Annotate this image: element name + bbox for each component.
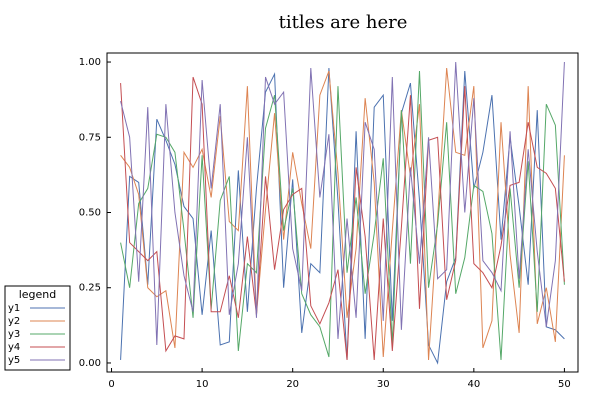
y-tick-label: 0.25 <box>79 283 101 294</box>
series-line <box>120 71 565 360</box>
y-tick-label: 1.00 <box>79 57 101 68</box>
legend-label: y2 <box>8 316 20 327</box>
chart-title: titles are here <box>279 12 408 33</box>
x-tick-label: 10 <box>196 379 209 390</box>
legend-label: y1 <box>8 303 20 314</box>
x-tick-label: 0 <box>108 379 114 390</box>
legend-label: y3 <box>8 329 20 340</box>
y-tick-label: 0.00 <box>79 358 101 369</box>
series-line <box>120 76 565 361</box>
legend-label: y5 <box>8 355 20 366</box>
series-line <box>120 61 565 345</box>
legend-label: y4 <box>8 342 20 353</box>
legend-box <box>4 285 71 371</box>
x-tick-label: 30 <box>377 379 390 390</box>
legend-title: legend <box>19 288 57 301</box>
y-tick-label: 0.75 <box>79 132 101 143</box>
x-tick-label: 50 <box>558 379 571 390</box>
y-tick-label: 0.50 <box>79 208 101 219</box>
x-tick-label: 40 <box>467 379 480 390</box>
x-tick-label: 20 <box>286 379 299 390</box>
series-line <box>120 67 565 360</box>
